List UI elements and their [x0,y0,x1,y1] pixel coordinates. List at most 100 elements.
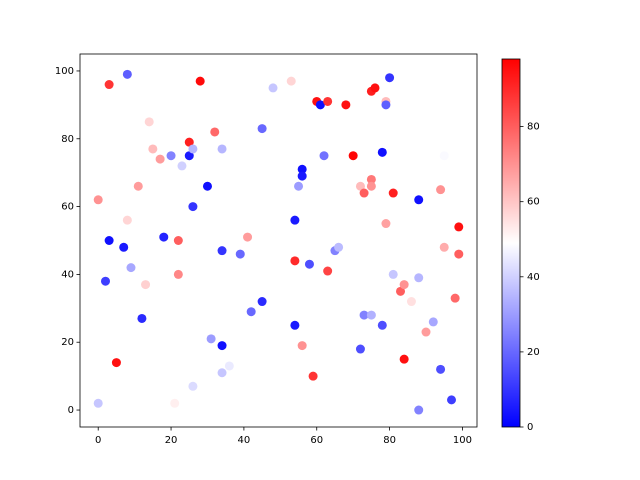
point [141,280,151,290]
colorbar-tick-label: 0 [527,422,533,433]
point [355,181,365,191]
point [224,361,234,371]
point [294,181,304,191]
point [195,76,205,86]
colorbar-tick-label: 80 [527,122,540,133]
point [414,195,424,205]
point [122,69,132,79]
point [304,259,314,269]
point [155,154,165,164]
point [323,266,333,276]
point [414,405,424,415]
point [173,236,183,245]
x-tick-label: 60 [310,435,323,446]
point [297,171,307,181]
point [166,151,176,161]
point [159,232,169,242]
point [148,144,158,154]
point [436,185,446,195]
point [173,269,183,279]
point [202,181,212,191]
point [454,249,464,259]
point [436,364,446,374]
y-tick-label: 80 [61,134,74,145]
y-tick-label: 40 [61,269,74,280]
point [290,215,300,225]
point [323,96,333,106]
point [111,358,121,368]
point [246,307,256,317]
point [366,181,376,191]
point [144,117,154,127]
point [206,334,216,344]
point [177,161,187,171]
y-tick-label: 60 [61,202,74,213]
colorbar [501,58,521,428]
point [388,269,398,279]
point [315,100,325,110]
point [210,127,220,137]
point [381,219,391,229]
colorbar-tick-label: 40 [527,272,540,283]
point [290,256,300,266]
point [170,398,180,408]
point [188,144,198,154]
point [355,344,365,354]
point [257,297,267,307]
x-tick-label: 0 [95,435,101,446]
y-tick-label: 100 [55,66,74,77]
point [396,286,406,296]
point [184,151,194,161]
y-tick-label: 20 [61,337,74,348]
colorbar-tick-label: 60 [527,197,540,208]
point [133,181,143,191]
point [268,83,278,93]
point [188,202,198,212]
point [126,263,136,273]
x-tick-label: 80 [383,435,396,446]
point [297,164,307,174]
point [348,151,358,161]
point [319,151,329,161]
point [447,395,457,405]
y-tick-label: 0 [68,405,74,416]
point [286,76,296,86]
point [217,144,227,154]
point [217,246,227,256]
point [93,195,103,205]
point [388,188,398,198]
point [334,242,344,252]
point [414,273,424,283]
point [184,137,194,147]
point [104,236,114,245]
point [421,327,431,337]
point [439,151,449,161]
point [217,368,227,378]
point [450,293,460,303]
x-tick-label: 40 [238,435,251,446]
point [217,341,227,351]
plot-area [79,53,478,428]
point [188,381,198,391]
point [137,313,147,323]
x-tick-label: 100 [453,435,472,446]
point [406,297,416,307]
point [119,242,129,252]
point [377,320,387,330]
point [366,174,376,184]
point [381,100,391,110]
point [93,398,103,408]
point [122,215,132,225]
colorbar-tick-label: 20 [527,347,540,358]
point [257,124,267,134]
point [377,147,387,157]
point [366,310,376,320]
x-tick-label: 20 [165,435,178,446]
point [359,188,369,198]
point [308,371,318,381]
point [428,317,438,327]
point [297,341,307,351]
point [399,354,409,364]
point [359,310,369,320]
